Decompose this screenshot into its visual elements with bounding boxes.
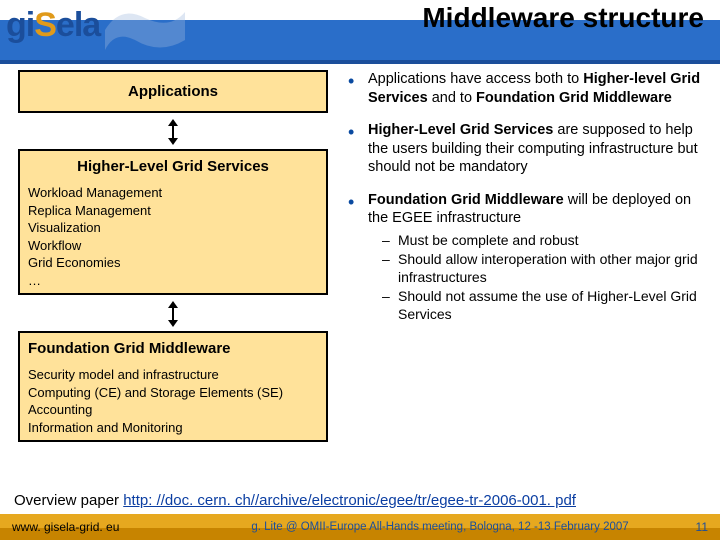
overview-label: Overview paper — [14, 492, 123, 509]
slide-title: Middleware structure — [422, 2, 704, 34]
slide-header: giSela Middleware structure — [0, 0, 720, 64]
hlg-item: Workflow — [28, 237, 318, 255]
footer-page-number: 11 — [668, 520, 708, 534]
hlg-box-title: Higher-Level Grid Services — [28, 155, 318, 178]
double-arrow-icon — [161, 301, 185, 327]
bullet-bold: Foundation Grid Middleware — [476, 90, 672, 106]
bullet-item: Applications have access both to Higher-… — [346, 70, 706, 107]
bullets-column: Applications have access both to Higher-… — [342, 70, 706, 484]
fgm-item: Security model and infrastructure — [28, 366, 318, 384]
bullet-text: and to — [428, 90, 476, 106]
applications-box: Applications — [18, 70, 328, 113]
bullet-text: Applications have access both to — [368, 71, 583, 87]
overview-link[interactable]: http: //doc. cern. ch//archive/electroni… — [123, 492, 576, 509]
hlg-item: Workload Management — [28, 184, 318, 202]
diagram-column: Applications Higher-Level Grid Services … — [18, 70, 328, 484]
higher-level-services-box: Higher-Level Grid Services Workload Mana… — [18, 149, 328, 295]
bullet-bold: Higher-Level Grid Services — [368, 122, 553, 138]
fgm-item: Accounting — [28, 401, 318, 419]
logo-part-gi: gi — [6, 6, 34, 44]
fgm-item: Computing (CE) and Storage Elements (SE) — [28, 384, 318, 402]
fgm-box-title: Foundation Grid Middleware — [28, 337, 318, 360]
sub-bullet-item: Must be complete and robust — [382, 232, 706, 250]
applications-box-title: Applications — [26, 80, 320, 103]
overview-line: Overview paper http: //doc. cern. ch//ar… — [14, 492, 706, 510]
bullet-bold: Foundation Grid Middleware — [368, 192, 564, 208]
slide-footer: www. gisela-grid. eu g. Lite @ OMII-Euro… — [0, 514, 720, 540]
bullet-item: Foundation Grid Middleware will be deplo… — [346, 191, 706, 324]
footer-site: www. gisela-grid. eu — [12, 520, 212, 534]
connector-hlg-to-fgm — [18, 301, 328, 327]
logo: giSela — [6, 6, 100, 45]
hlg-item: Replica Management — [28, 202, 318, 220]
logo-part-ela: ela — [56, 6, 100, 44]
hlg-item: Visualization — [28, 219, 318, 237]
double-arrow-icon — [161, 119, 185, 145]
foundation-middleware-box: Foundation Grid Middleware Security mode… — [18, 331, 328, 442]
sub-bullet-item: Should allow interoperation with other m… — [382, 251, 706, 286]
connector-apps-to-hlg — [18, 119, 328, 145]
hlg-item: … — [28, 272, 318, 290]
hlg-item: Grid Economies — [28, 254, 318, 272]
sub-bullet-item: Should not assume the use of Higher-Leve… — [382, 288, 706, 323]
footer-meeting: g. Lite @ OMII-Europe All-Hands meeting,… — [212, 521, 668, 533]
bullet-item: Higher-Level Grid Services are supposed … — [346, 121, 706, 177]
fgm-item: Information and Monitoring — [28, 419, 318, 437]
logo-part-s: S — [34, 6, 56, 44]
world-map-icon — [100, 0, 190, 64]
